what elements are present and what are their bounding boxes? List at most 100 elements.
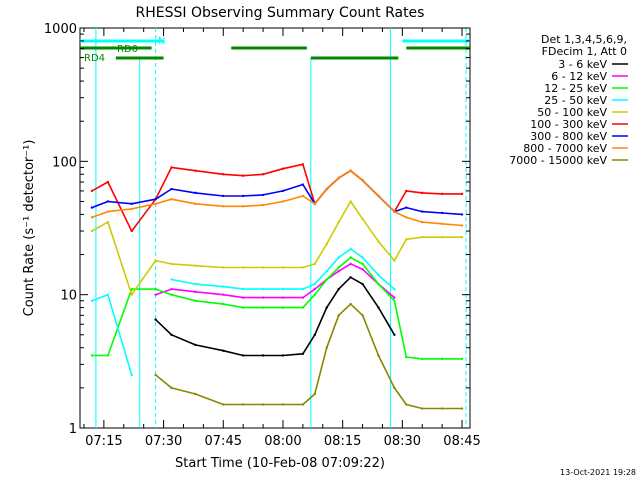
data-point (222, 205, 225, 208)
data-point (301, 296, 305, 299)
data-point (421, 407, 424, 410)
data-point (222, 285, 225, 288)
data-point (194, 290, 197, 294)
data-point (405, 189, 408, 193)
data-point (154, 287, 157, 291)
data-point (130, 373, 133, 377)
data-point (421, 220, 424, 224)
data-point (241, 287, 245, 291)
legend: Det 1,3,4,5,6,9, FDecim 1, Att 0 3 - 6 k… (509, 33, 628, 167)
data-point (460, 235, 464, 239)
data-point (194, 169, 197, 172)
data-point (440, 357, 444, 361)
data-point (361, 262, 364, 266)
data-point (325, 242, 328, 246)
legend-entry-label: 50 - 100 keV (537, 106, 607, 119)
series-line-8 (155, 303, 462, 410)
data-point (337, 269, 340, 273)
data-point (261, 354, 265, 357)
data-point (361, 179, 364, 182)
data-point (222, 266, 225, 269)
data-point (154, 293, 157, 296)
data-point (349, 256, 352, 259)
data-point (222, 173, 225, 176)
x-tick-label: 08:15 (324, 434, 361, 449)
data-point (361, 268, 364, 271)
data-point (349, 247, 352, 251)
data-point (194, 343, 197, 347)
data-point (194, 202, 197, 206)
data-point (377, 240, 380, 243)
data-point (313, 392, 316, 396)
data-point (170, 166, 173, 169)
series-line-6 (91, 169, 463, 216)
data-point (194, 264, 197, 267)
data-point (460, 407, 464, 410)
series-line-2 (91, 256, 462, 360)
data-point (170, 333, 173, 337)
legend-entry-label: 12 - 25 keV (544, 82, 607, 95)
data-point (337, 176, 340, 180)
data-point (241, 266, 245, 269)
data-point (405, 206, 408, 209)
data-point (90, 206, 94, 209)
y-axis-label: Count Rate (s⁻¹ detector⁻¹) (22, 140, 37, 317)
night-flag-label: N (158, 36, 165, 47)
plot-frame (79, 27, 471, 429)
data-point (377, 354, 380, 357)
data-point (405, 216, 408, 219)
data-point (130, 229, 133, 233)
data-point (90, 189, 94, 193)
legend-entry-label: 25 - 50 keV (544, 94, 607, 107)
data-point (281, 403, 285, 406)
data-point (325, 278, 328, 281)
legend-entry-label: 6 - 12 keV (551, 70, 607, 83)
data-point (154, 318, 157, 321)
data-point (361, 314, 364, 317)
data-point (261, 296, 265, 299)
footer-date: 13-Oct-2021 19:28 (560, 468, 636, 477)
data-point (349, 262, 352, 266)
series-layer (90, 163, 464, 410)
data-point (301, 183, 305, 186)
data-point (281, 306, 285, 309)
data-point (222, 293, 225, 296)
data-point (170, 187, 173, 191)
data-point (361, 256, 364, 259)
data-point (325, 269, 328, 273)
data-point (130, 293, 133, 296)
data-point (460, 213, 464, 216)
x-tick-label: 07:15 (85, 434, 122, 449)
data-point (440, 407, 444, 410)
legend-title-line-2: FDecim 1, Att 0 (542, 45, 627, 58)
data-point (393, 287, 396, 291)
data-point (281, 167, 285, 170)
data-point (337, 256, 340, 259)
legend-entry-label: 3 - 6 keV (558, 58, 607, 71)
data-point (281, 287, 285, 291)
data-point (154, 202, 157, 206)
data-point (313, 293, 316, 296)
series-line-5 (91, 163, 462, 232)
data-point (393, 296, 396, 299)
data-point (337, 287, 340, 291)
rd4-flag-label: RD4 (84, 53, 105, 64)
data-point (377, 282, 380, 286)
data-point (170, 197, 173, 201)
data-point (393, 333, 396, 337)
data-point (170, 287, 173, 291)
data-point (325, 187, 328, 191)
x-tick-label: 07:45 (205, 434, 242, 449)
data-point (421, 357, 424, 361)
legend-entry-label: 300 - 800 keV (530, 130, 607, 143)
data-point (222, 349, 225, 352)
data-point (241, 205, 245, 208)
data-point (460, 192, 464, 196)
chart-title: RHESSI Observing Summary Count Rates (136, 5, 425, 21)
data-point (130, 287, 133, 291)
data-point (261, 266, 265, 269)
data-point (261, 173, 265, 176)
data-point (301, 403, 305, 406)
data-point (241, 174, 245, 177)
data-point (106, 220, 110, 224)
